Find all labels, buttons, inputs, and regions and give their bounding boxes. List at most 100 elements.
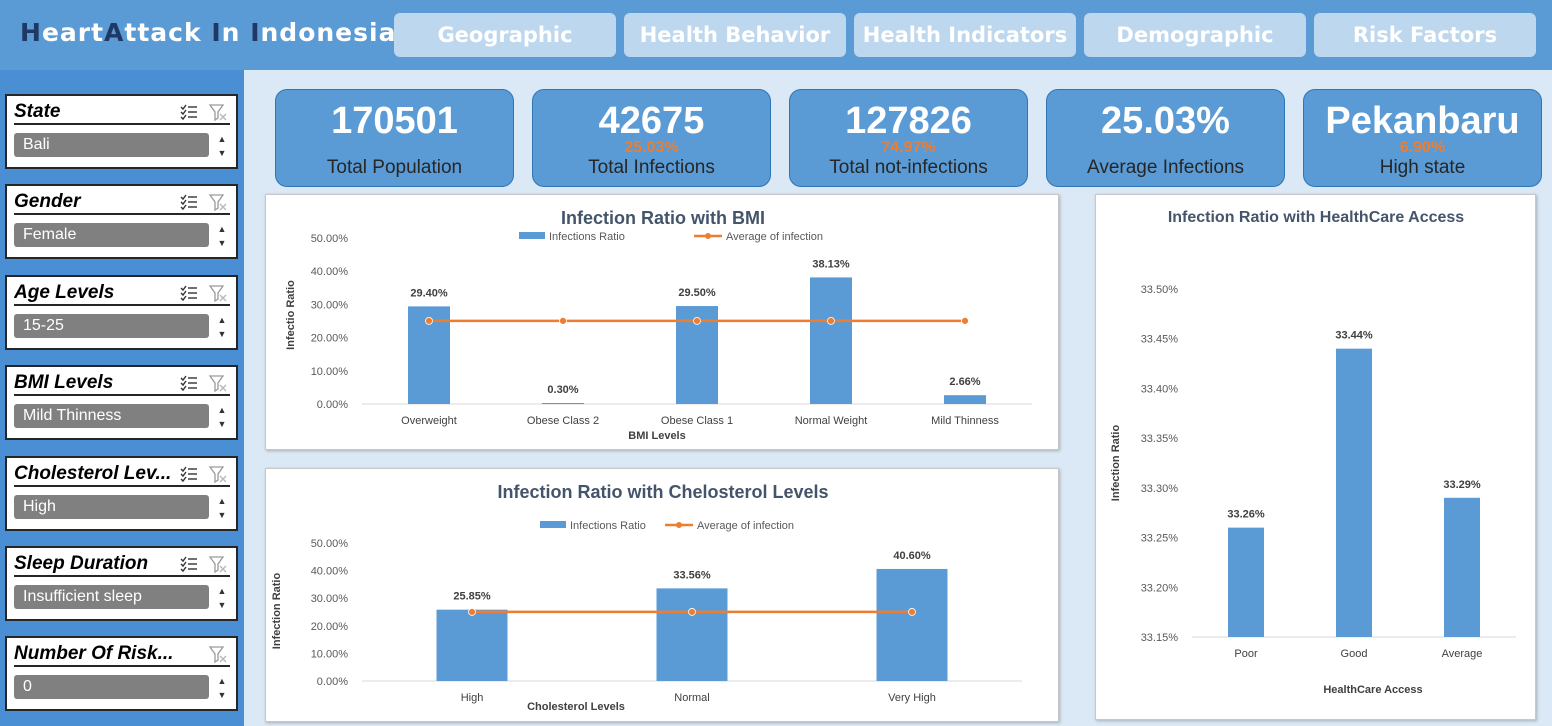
scroll-down-icon[interactable]: ▼ — [217, 329, 227, 339]
legend-label-infections-ratio: Infections Ratio — [570, 520, 646, 532]
main-area: 170501 Total Population 42675 25.03% Tot… — [244, 70, 1552, 726]
tab-health-behavior[interactable]: Health Behavior — [624, 13, 846, 57]
average-point — [559, 317, 567, 325]
data-label: 25.85% — [453, 591, 491, 603]
scroll-up-icon[interactable]: ▲ — [217, 405, 227, 415]
slicer-item-selected[interactable]: Female — [14, 223, 209, 247]
data-label: 40.60% — [893, 550, 931, 562]
y-tick-label: 0.00% — [317, 676, 348, 688]
y-tick-label: 10.00% — [311, 366, 349, 378]
slicer-title: Number Of Risk... — [14, 643, 174, 664]
slicer-header: State — [14, 99, 230, 125]
clear-filter-icon[interactable] — [208, 373, 228, 393]
y-axis-title: Infection Ratio — [271, 573, 283, 650]
y-tick-label: 20.00% — [311, 333, 349, 345]
x-tick-label: Obese Class 1 — [661, 415, 733, 427]
clear-filter-icon[interactable] — [208, 283, 228, 303]
x-axis-title: Cholesterol Levels — [527, 701, 625, 713]
scroll-down-icon[interactable]: ▼ — [217, 690, 227, 700]
clear-filter-icon[interactable] — [208, 192, 228, 212]
chart-title: Infection Ratio with Chelosterol Levels — [497, 482, 828, 502]
y-tick-label: 10.00% — [311, 648, 349, 660]
kpi-value: 127826 — [845, 100, 972, 142]
y-axis-title: Infectio Ratio — [285, 280, 297, 350]
slicer-item-selected[interactable]: Mild Thinness — [14, 404, 209, 428]
x-tick-label: Average — [1442, 648, 1483, 660]
scroll-up-icon[interactable]: ▲ — [217, 496, 227, 506]
bar-good — [1336, 348, 1372, 637]
scroll-down-icon[interactable]: ▼ — [217, 600, 227, 610]
average-point — [688, 608, 696, 616]
data-label: 29.40% — [410, 287, 448, 299]
multi-select-icon[interactable] — [180, 284, 198, 302]
clear-filter-icon[interactable] — [208, 554, 228, 574]
x-tick-label: Mild Thinness — [931, 415, 999, 427]
legend-label-average: Average of infection — [697, 520, 794, 532]
slicer-header: Cholesterol Lev... — [14, 461, 230, 487]
slicer-number-of-risk: Number Of Risk... 0 ▲ ▼ — [5, 636, 238, 711]
kpi-average-infections: 25.03% Average Infections — [1046, 89, 1285, 187]
kpi-label: Total Population — [326, 157, 463, 178]
clear-filter-icon[interactable] — [208, 102, 228, 122]
nav-tabs: Geographic Health Behavior Health Indica… — [394, 13, 1536, 57]
scroll-down-icon[interactable]: ▼ — [217, 148, 227, 158]
x-tick-label: High — [461, 692, 484, 704]
clear-filter-icon[interactable] — [208, 464, 228, 484]
slicer-item-selected[interactable]: High — [14, 495, 209, 519]
bar-mild-thinness — [944, 395, 986, 404]
multi-select-icon[interactable] — [180, 193, 198, 211]
x-tick-label: Very High — [888, 692, 936, 704]
bar-very-high — [876, 568, 948, 681]
average-point — [425, 317, 433, 325]
y-tick-label: 33.35% — [1141, 433, 1179, 445]
scroll-down-icon[interactable]: ▼ — [217, 510, 227, 520]
multi-select-icon[interactable] — [180, 465, 198, 483]
data-label: 29.50% — [678, 287, 716, 299]
slicer-bmi-levels: BMI Levels Mild Thinness ▲ ▼ — [5, 365, 238, 440]
scroll-down-icon[interactable]: ▼ — [217, 238, 227, 248]
scroll-up-icon[interactable]: ▲ — [217, 134, 227, 144]
scroll-down-icon[interactable]: ▼ — [217, 419, 227, 429]
slicer-item-selected[interactable]: 0 — [14, 675, 209, 699]
multi-select-icon[interactable] — [180, 374, 198, 392]
slicer-item-selected[interactable]: Insufficient sleep — [14, 585, 209, 609]
tab-health-indicators[interactable]: Health Indicators — [854, 13, 1076, 57]
x-tick-label: Normal Weight — [795, 415, 868, 427]
legend-bar-swatch — [540, 521, 566, 528]
slicer-title: Sleep Duration — [14, 553, 149, 574]
clear-filter-icon[interactable] — [208, 644, 228, 664]
tab-geographic[interactable]: Geographic — [394, 13, 616, 57]
slicer-item-selected[interactable]: Bali — [14, 133, 209, 157]
average-point — [827, 317, 835, 325]
chart-title: Infection Ratio with BMI — [561, 208, 765, 228]
y-tick-label: 33.45% — [1141, 334, 1179, 346]
y-tick-label: 33.50% — [1141, 284, 1179, 296]
tab-demographic[interactable]: Demographic — [1084, 13, 1306, 57]
data-label: 2.66% — [949, 376, 980, 388]
scroll-up-icon[interactable]: ▲ — [217, 315, 227, 325]
x-tick-label: Normal — [674, 692, 709, 704]
bar-high — [436, 609, 508, 681]
kpi-value: 42675 — [598, 100, 705, 142]
slicer-age-levels: Age Levels 15-25 ▲ ▼ — [5, 275, 238, 350]
tab-risk-factors[interactable]: Risk Factors — [1314, 13, 1536, 57]
kpi-total-not-infections: 127826 74.97% Total not-infections — [789, 89, 1028, 187]
average-point — [908, 608, 916, 616]
x-tick-label: Overweight — [401, 415, 457, 427]
slicer-state: State Bali ▲ ▼ — [5, 94, 238, 169]
multi-select-icon[interactable] — [180, 103, 198, 121]
average-point — [961, 317, 969, 325]
multi-select-icon[interactable] — [180, 555, 198, 573]
scroll-up-icon[interactable]: ▲ — [217, 586, 227, 596]
slicer-title: State — [14, 101, 61, 122]
y-tick-label: 30.00% — [311, 299, 349, 311]
slicer-header: Number Of Risk... — [14, 641, 230, 667]
bmi-chart: Infection Ratio with BMI Infections Ratio… — [285, 208, 1032, 442]
scroll-up-icon[interactable]: ▲ — [217, 224, 227, 234]
y-tick-label: 0.00% — [317, 399, 348, 411]
y-tick-label: 40.00% — [311, 266, 349, 278]
slicer-item-selected[interactable]: 15-25 — [14, 314, 209, 338]
scroll-up-icon[interactable]: ▲ — [217, 676, 227, 686]
kpi-value: 25.03% — [1101, 100, 1230, 142]
data-label: 33.56% — [673, 569, 711, 581]
